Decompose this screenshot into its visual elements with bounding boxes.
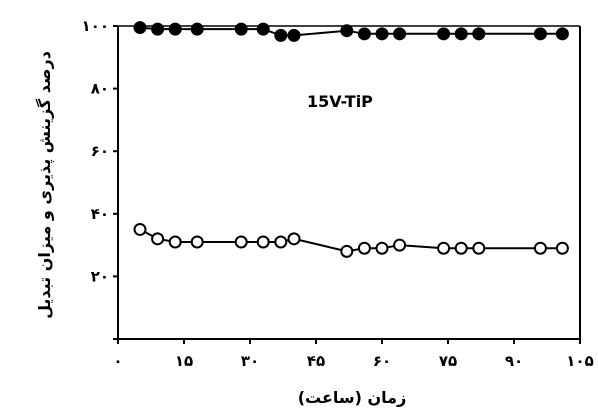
data-point-open	[133, 222, 147, 236]
y-tick-label: ۶۰	[91, 142, 109, 160]
data-point-open	[256, 235, 270, 249]
data-point-filled	[190, 22, 204, 36]
data-point-filled	[437, 27, 451, 41]
data-point-open	[234, 235, 248, 249]
plot-frame	[117, 25, 581, 340]
data-point-filled	[555, 27, 569, 41]
data-point-filled	[375, 27, 389, 41]
x-tick-label: ۴۵	[307, 352, 325, 370]
x-tick-label: ۱۵	[175, 352, 193, 370]
x-tick-label: ۹۰	[505, 352, 523, 370]
data-point-filled	[393, 27, 407, 41]
data-point-filled	[168, 22, 182, 36]
data-point-filled	[256, 22, 270, 36]
data-point-filled	[340, 24, 354, 38]
y-tick-label: ۲۰	[91, 267, 109, 285]
data-point-filled	[234, 22, 248, 36]
x-tick-label: ۳۰	[241, 352, 259, 370]
data-point-open	[437, 241, 451, 255]
data-point-open	[274, 235, 288, 249]
x-tick-label: ۰	[113, 352, 122, 370]
data-point-open	[375, 241, 389, 255]
y-axis-title: درصد گزینش پذیری و میزان تبدیل	[35, 51, 55, 319]
data-point-open	[472, 241, 486, 255]
data-point-open	[151, 232, 165, 246]
data-point-filled	[454, 27, 468, 41]
data-point-filled	[287, 28, 301, 42]
data-point-filled	[357, 27, 371, 41]
data-point-filled	[533, 27, 547, 41]
x-axis-title: زمان (ساعت)	[298, 388, 407, 407]
series-layer	[133, 21, 569, 258]
data-point-open	[340, 244, 354, 258]
data-point-filled	[274, 28, 288, 42]
x-tick-label: ۱۰۵	[566, 352, 593, 370]
x-tick-label: ۶۰	[373, 352, 391, 370]
x-tick-label: ۷۵	[439, 352, 457, 370]
series-1	[133, 21, 569, 42]
data-point-open	[287, 232, 301, 246]
data-point-open	[533, 241, 547, 255]
data-point-filled	[133, 21, 147, 35]
y-tick-label: ۱۰۰	[82, 17, 109, 35]
data-point-open	[454, 241, 468, 255]
data-point-open	[190, 235, 204, 249]
axis-ticks: ۲۰ ۴۰ ۶۰ ۸۰ ۱۰۰ ۰ ۱۵ ۳۰ ۴۵ ۶۰ ۷۵ ۹۰ ۱۰۵	[82, 17, 594, 370]
data-point-filled	[472, 27, 486, 41]
series-2	[133, 222, 569, 258]
chart-annotation: 15V-TiP	[307, 92, 373, 111]
y-tick-label: ۸۰	[91, 80, 109, 98]
y-tick-label: ۴۰	[91, 205, 109, 223]
data-point-open	[357, 241, 371, 255]
data-point-open	[168, 235, 182, 249]
data-point-open	[555, 241, 569, 255]
data-point-open	[393, 238, 407, 252]
data-point-filled	[151, 22, 165, 36]
